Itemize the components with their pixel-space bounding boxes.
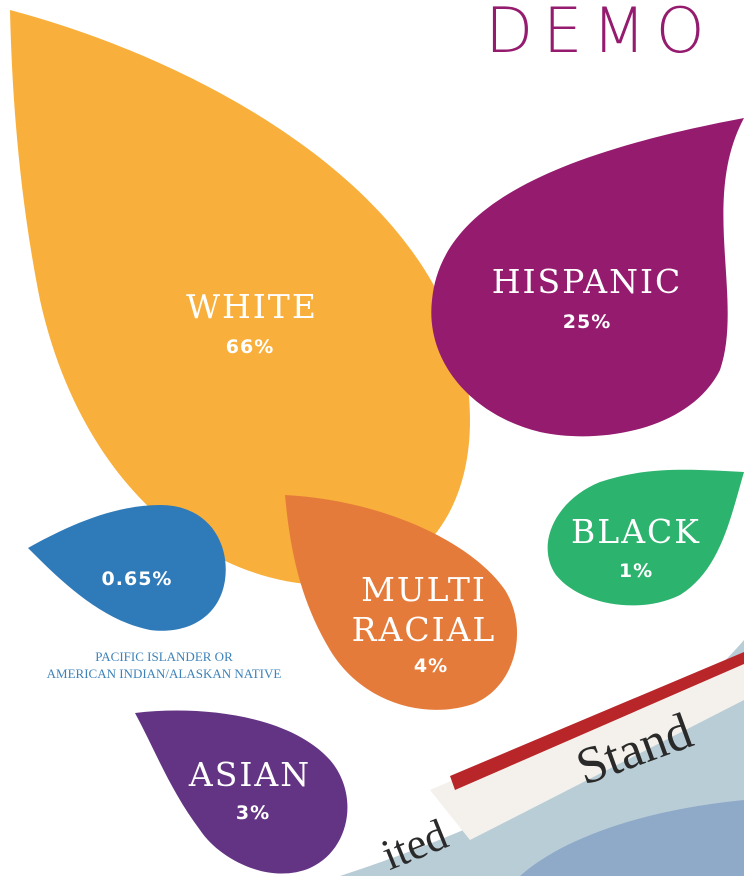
group-label: WHITE (186, 287, 318, 326)
group-label: HISPANIC (492, 262, 683, 301)
group-label: RACIAL (352, 610, 497, 649)
group-caption: PACIFIC ISLANDER OR (95, 649, 233, 664)
group-label: MULTI (361, 570, 487, 609)
group-percent: 1% (619, 560, 653, 582)
group-percent: 3% (236, 802, 270, 824)
page-title: DEMO (485, 0, 714, 67)
group-percent: 0.65% (102, 568, 173, 590)
group-label: BLACK (571, 512, 701, 551)
group-caption: AMERICAN INDIAN/ALASKAN NATIVE (47, 666, 282, 681)
group-label: ASIAN (188, 755, 311, 794)
group-percent: 4% (414, 655, 448, 677)
infographic: DEMO Stand ited WHITE 66% HISPANIC 25% B… (0, 0, 744, 876)
page: {"header": {"title": "DEMO"}, "groups": … (0, 0, 744, 876)
group-percent: 66% (226, 336, 274, 358)
group-percent: 25% (563, 311, 611, 333)
